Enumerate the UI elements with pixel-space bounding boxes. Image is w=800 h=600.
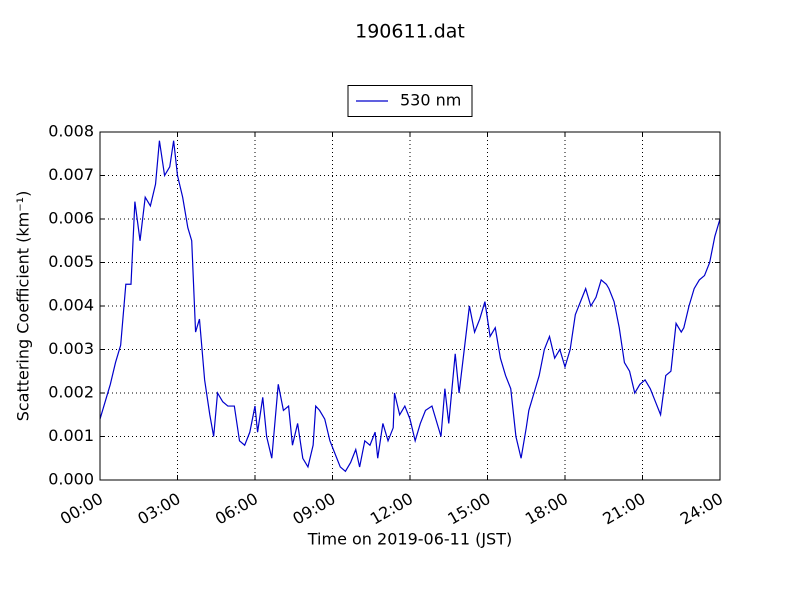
y-tick-label: 0.001: [48, 426, 94, 445]
data-line: [99, 140, 721, 473]
chart-title: 190611.dat: [355, 21, 465, 43]
y-axis-label: Scattering Coefficient (km⁻¹): [14, 191, 33, 422]
y-tick-label: 0.003: [48, 339, 94, 358]
y-tick-label: 0.004: [48, 296, 94, 315]
x-axis-label: Time on 2019-06-11 (JST): [307, 530, 512, 549]
y-tick-label: 0.008: [48, 122, 94, 141]
y-tick-label: 0.000: [48, 470, 94, 489]
plot-frame: [99, 131, 721, 481]
y-tick-label: 0.002: [48, 383, 94, 402]
y-tick-label: 0.005: [48, 252, 94, 271]
y-tick-label: 0.007: [48, 165, 94, 184]
legend-label: 530 nm: [400, 91, 461, 110]
y-tick-label: 0.006: [48, 209, 94, 228]
